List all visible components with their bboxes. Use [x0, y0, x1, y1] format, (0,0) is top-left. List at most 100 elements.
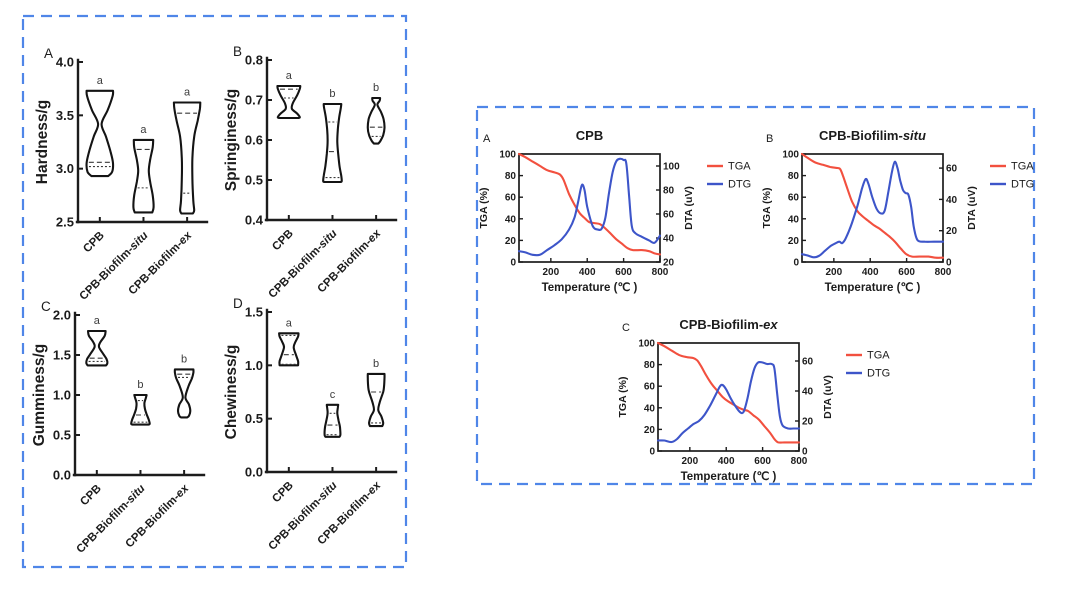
left-axis-label: TGA (%) [617, 376, 629, 417]
significance-letter: a [184, 87, 191, 99]
y-tick-right-label: 20 [946, 226, 958, 237]
y-tick-right-label: 60 [946, 164, 958, 175]
x-tick-label: 400 [579, 267, 596, 278]
panel-label: A [483, 133, 491, 145]
y-tick-label: 0.0 [245, 465, 263, 480]
y-tick-left-label: 40 [505, 214, 517, 225]
y-tick-left-label: 60 [505, 193, 517, 204]
y-tick-label: 1.5 [245, 305, 263, 320]
left-axis-label: TGA (%) [761, 187, 773, 228]
y-tick-left-label: 80 [788, 171, 800, 182]
x-tick-label: 200 [542, 267, 559, 278]
violin-shape [366, 372, 386, 428]
tga-curve [518, 152, 661, 256]
plot-frame [518, 153, 661, 263]
violin-shape [173, 368, 195, 419]
y-tick-label: 2.0 [53, 308, 71, 323]
y-tick-left-label: 20 [788, 236, 800, 247]
y-tick-left-label: 80 [505, 171, 517, 182]
y-tick-left-label: 20 [505, 236, 517, 247]
x-tick-label: 400 [862, 267, 879, 278]
panel-label: C [622, 322, 630, 334]
y-tick-label: 0.8 [245, 53, 263, 68]
y-tick-right-label: 100 [663, 162, 680, 173]
y-tick-left-label: 40 [644, 403, 656, 414]
gumminess-violin-chart: C0.00.51.01.52.0Gumminess/gCPBaCPB-Biofi… [31, 299, 206, 556]
y-tick-right-label: 40 [802, 387, 814, 398]
y-tick-left-label: 40 [788, 214, 800, 225]
legend-label: TGA [867, 350, 890, 362]
y-tick-label: 0.7 [245, 93, 263, 108]
significance-letter: b [373, 82, 379, 94]
category-label: CPB [81, 230, 107, 256]
y-tick-label: 2.5 [56, 215, 74, 230]
y-tick-right-label: 60 [663, 210, 675, 221]
violin-shape [130, 393, 151, 426]
category-label: CPB [78, 483, 104, 509]
y-tick-label: 0.0 [53, 468, 71, 483]
y-tick-label: 0.6 [245, 133, 263, 148]
y-axis-label: Chewiness/g [223, 345, 240, 440]
significance-letter: a [97, 75, 104, 87]
y-tick-left-label: 60 [644, 382, 656, 393]
hardness-violin-chart: A2.53.03.54.0Hardness/gCPBaCPB-Biofilm-s… [34, 46, 209, 303]
violin-shape [132, 138, 155, 214]
significance-letter: b [137, 379, 143, 391]
tga-chart-cpb: A CPB 200 400 600 800 0 20 40 60 80 100 20 40 60 80 100 T… [478, 128, 751, 294]
right-axis-label: DTA (uV) [683, 186, 695, 230]
violin-shape [172, 101, 202, 215]
x-tick-label: 800 [935, 267, 952, 278]
violin-shape [278, 332, 300, 367]
right-axis-label: DTA (uV) [822, 375, 834, 419]
x-axis-label: Temperature (℃ ) [681, 470, 777, 483]
panel-title: CPB-Biofilim-situ [819, 128, 926, 143]
y-tick-label: 0.5 [245, 173, 263, 188]
y-axis-label: Hardness/g [34, 100, 51, 184]
panel-title: CPB-Biofilim-ex [679, 317, 778, 332]
chewiness-violin-chart: D0.00.51.01.5Chewiness/gCPBaCPB-Biofilm-… [223, 296, 398, 553]
tga-curve [657, 341, 800, 444]
category-label: CPB [270, 480, 296, 506]
dtg-curve [518, 157, 661, 257]
x-tick-label: 600 [898, 267, 915, 278]
y-tick-right-label: 20 [802, 417, 814, 428]
significance-letter: a [286, 317, 293, 329]
y-tick-right-label: 60 [802, 357, 814, 368]
y-tick-right-label: 20 [663, 258, 675, 269]
y-tick-left-label: 0 [793, 258, 799, 269]
x-tick-label: 400 [718, 456, 735, 467]
y-tick-left-label: 0 [649, 447, 655, 458]
plot-frame [801, 153, 944, 263]
significance-letter: a [94, 315, 101, 327]
y-tick-left-label: 60 [788, 193, 800, 204]
tga-curve [801, 152, 944, 259]
legend-label: DTG [1011, 179, 1034, 191]
y-tick-label: 1.5 [53, 348, 71, 363]
x-tick-label: 200 [681, 456, 698, 467]
y-tick-right-label: 0 [802, 447, 808, 458]
legend-label: TGA [728, 161, 751, 173]
panel-label: B [233, 44, 242, 59]
x-tick-label: 600 [754, 456, 771, 467]
y-tick-right-label: 40 [946, 195, 958, 206]
y-tick-label: 0.5 [245, 411, 263, 426]
y-tick-right-label: 40 [663, 234, 675, 245]
violin-shape [366, 96, 386, 145]
significance-letter: b [181, 353, 187, 365]
plot-frame [657, 342, 800, 452]
x-tick-label: 800 [652, 267, 669, 278]
violin-shape [85, 89, 115, 178]
y-tick-label: 0.5 [53, 428, 71, 443]
y-tick-right-label: 0 [946, 258, 952, 269]
y-tick-left-label: 20 [644, 425, 656, 436]
violin-shape [322, 102, 343, 184]
y-tick-label: 3.0 [56, 161, 74, 176]
violin-shape [276, 84, 302, 120]
x-axis-label: Temperature (℃ ) [825, 281, 921, 294]
category-label: CPB [270, 228, 296, 254]
y-tick-label: 3.5 [56, 108, 74, 123]
x-tick-label: 800 [791, 456, 808, 467]
significance-letter: a [140, 124, 147, 136]
significance-letter: b [329, 88, 335, 100]
y-tick-label: 1.0 [53, 388, 71, 403]
